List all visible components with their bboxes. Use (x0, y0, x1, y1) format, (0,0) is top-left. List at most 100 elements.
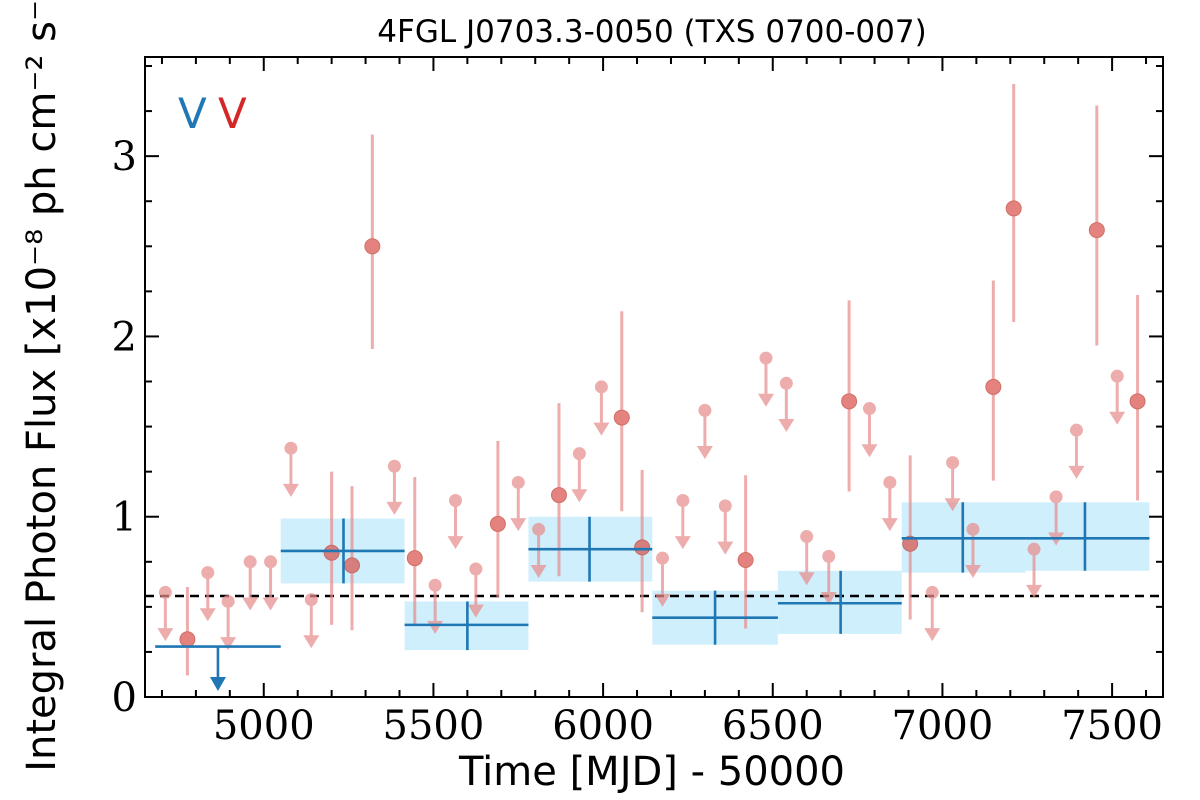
monthly-point (158, 585, 172, 599)
monthly-upper-limit-arrow (199, 608, 216, 622)
monthly-point (676, 493, 690, 507)
monthly-point (532, 522, 546, 536)
monthly-upper-limit-arrow (1026, 584, 1043, 598)
x-tick-label: 6500 (722, 703, 824, 749)
monthly-upper-limit-arrow (282, 483, 299, 497)
monthly-point (550, 487, 567, 504)
monthly-point (428, 578, 442, 592)
monthly-point (1110, 369, 1124, 383)
monthly-point (946, 456, 960, 470)
monthly-point (1005, 200, 1022, 217)
monthly-series (157, 84, 1146, 676)
monthly-upper-limit-arrow (964, 565, 981, 578)
monthly-upper-limit-arrow (157, 628, 174, 642)
monthly-point (343, 557, 360, 574)
monthly-point (1069, 423, 1083, 437)
plot-frame (144, 56, 1164, 698)
monthly-point (406, 550, 423, 567)
monthly-point (841, 393, 858, 410)
legend-entry: V (218, 89, 247, 138)
monthly-point (698, 403, 712, 417)
monthly-point (862, 402, 876, 416)
x-tick-label: 7000 (892, 703, 994, 749)
monthly-upper-limit-arrow (242, 597, 259, 611)
monthly-point (634, 539, 651, 556)
x-tick-label: 6000 (552, 703, 654, 749)
monthly-point (221, 594, 235, 608)
x-tick-label: 5000 (213, 703, 315, 749)
yearly-upper-limit-arrow (209, 676, 226, 691)
monthly-point (448, 493, 462, 507)
monthly-upper-limit-arrow (820, 592, 837, 606)
monthly-point (1088, 222, 1105, 239)
monthly-point (925, 585, 939, 599)
monthly-point (779, 376, 793, 390)
monthly-point (243, 555, 257, 569)
monthly-point (284, 441, 298, 455)
monthly-upper-limit-arrow (654, 593, 671, 607)
monthly-point (985, 378, 1002, 395)
monthly-point (1049, 490, 1063, 504)
monthly-point (511, 475, 525, 489)
monthly-upper-limit-arrow (881, 518, 898, 532)
monthly-point (655, 551, 669, 565)
monthly-upper-limit-arrow (717, 541, 734, 555)
monthly-point (469, 562, 483, 576)
monthly-upper-limit-arrow (447, 536, 464, 550)
monthly-point (364, 238, 381, 255)
monthly-point (201, 566, 215, 580)
monthly-upper-limit-arrow (778, 418, 795, 432)
monthly-point (822, 549, 836, 563)
y-tick-label: 3 (112, 134, 137, 180)
y-tick-label: 2 (112, 314, 137, 360)
monthly-point (883, 475, 897, 489)
monthly-upper-limit-arrow (944, 498, 961, 512)
monthly-point (179, 631, 196, 648)
monthly-upper-limit-arrow (510, 518, 527, 532)
monthly-upper-limit-arrow (1109, 411, 1126, 425)
monthly-upper-limit-arrow (303, 635, 320, 649)
monthly-point (323, 544, 340, 561)
axis-ticks (145, 57, 1163, 698)
monthly-point (1027, 542, 1041, 556)
monthly-point (572, 447, 586, 461)
y-axis-label: Integral Photon Flux [x10⁻⁸ ph cm⁻² s⁻¹] (19, 0, 65, 772)
monthly-upper-limit-arrow (861, 444, 878, 458)
legend-entry: V (178, 89, 207, 138)
x-axis-label: Time [MJD] - 50000 (458, 749, 845, 795)
monthly-point (613, 409, 630, 426)
monthly-point (759, 351, 773, 365)
yearly-band (1025, 502, 1150, 571)
monthly-point (737, 551, 754, 568)
chart-title: 4FGL J0703.3-0050 (TXS 0700-007) (377, 14, 926, 50)
y-tick-label: 0 (112, 675, 137, 721)
monthly-upper-limit-arrow (386, 501, 403, 515)
x-tick-label: 7500 (1061, 703, 1163, 749)
monthly-upper-limit-arrow (467, 604, 484, 618)
monthly-point (718, 499, 732, 513)
monthly-point (966, 522, 980, 536)
monthly-upper-limit-arrow (530, 565, 547, 578)
monthly-upper-limit-arrow (798, 572, 815, 586)
x-tick-label: 5500 (383, 703, 485, 749)
monthly-upper-limit-arrow (757, 393, 774, 407)
monthly-upper-limit-arrow (1068, 465, 1085, 479)
monthly-upper-limit-arrow (593, 422, 610, 436)
y-tick-label: 1 (112, 495, 137, 541)
monthly-point (902, 535, 919, 552)
monthly-upper-limit-arrow (696, 446, 713, 460)
monthly-point (264, 555, 278, 569)
monthly-point (800, 530, 814, 544)
monthly-upper-limit-arrow (262, 597, 279, 611)
monthly-point (304, 593, 318, 607)
monthly-upper-limit-arrow (924, 628, 941, 642)
monthly-upper-limit-arrow (571, 489, 588, 503)
monthly-point (387, 459, 401, 473)
yearly-series (155, 502, 1150, 691)
monthly-upper-limit-arrow (674, 536, 691, 550)
monthly-upper-limit-arrow (220, 637, 237, 651)
monthly-point (594, 380, 608, 394)
monthly-point (1129, 393, 1146, 410)
